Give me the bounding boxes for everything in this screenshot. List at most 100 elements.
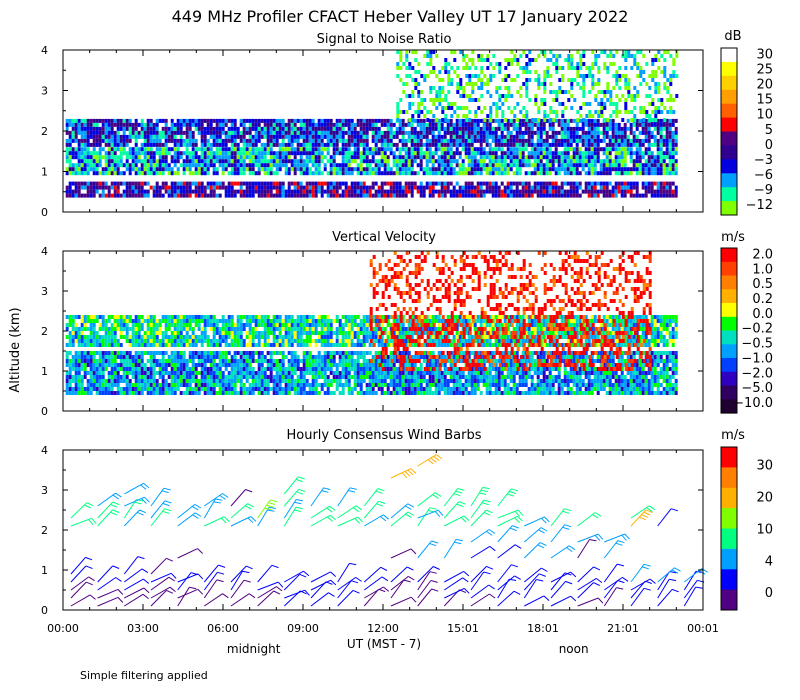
heat-cell [584,171,588,176]
heat-cell [110,155,114,160]
heat-cell [347,159,351,164]
heat-cell [311,159,315,164]
heat-cell [362,130,366,135]
heat-cell [122,171,126,176]
heat-cell [332,122,336,127]
heat-cell [149,118,153,123]
heat-cell [498,106,502,110]
heat-cell [221,138,225,143]
heat-cell [431,181,435,186]
heat-cell [104,193,108,198]
heat-cell [377,138,381,143]
heat-cell [647,138,651,143]
heat-cell [557,167,561,172]
heat-cell [80,367,84,371]
heat-cell [218,122,222,127]
heat-cell [83,122,87,127]
heat-cell [605,163,609,168]
heat-cell [491,167,495,172]
heat-cell [194,122,198,127]
heat-cell [419,126,423,131]
heat-cell [435,106,439,110]
heat-cell [624,74,628,78]
heat-cell [260,351,264,355]
heat-cell [428,181,432,186]
heat-cell [488,147,492,152]
heat-cell [575,155,579,160]
heat-cell [203,167,207,172]
heat-cell [495,114,499,118]
heat-cell [657,82,661,86]
heat-cell [527,185,531,190]
heat-cell [338,181,342,186]
heat-cell [368,383,372,387]
heat-cell [281,151,285,156]
heat-cell [77,375,81,379]
heat-cell [191,155,195,160]
heat-cell [107,118,111,123]
heat-cell [452,193,456,198]
heat-cell [212,383,216,387]
heat-cell [498,94,502,98]
heat-cell [639,74,643,78]
heat-cell [89,159,93,164]
heat-cell [591,114,595,118]
heat-cell [266,193,270,198]
heat-cell [107,138,111,143]
heat-cell [296,147,300,152]
heat-cell [503,122,507,127]
heat-cell [245,367,249,371]
heat-cell [311,185,315,190]
heat-cell [182,189,186,194]
heat-cell [641,138,645,143]
heat-cell [524,155,528,160]
heat-cell [546,58,550,62]
heat-cell [569,189,573,194]
heat-cell [665,163,669,168]
heat-cell [563,193,567,198]
heat-cell [290,151,294,156]
heat-cell [536,189,540,194]
heat-cell [146,167,150,172]
heat-cell [269,138,273,143]
heat-cell [491,130,495,135]
heat-cell [101,126,105,131]
heat-cell [434,167,438,172]
heat-cell [320,159,324,164]
heat-cell [413,126,417,131]
heat-cell [347,122,351,127]
heat-cell [371,138,375,143]
heat-cell [89,181,93,186]
heat-cell [536,159,540,164]
heat-cell [155,138,159,143]
heat-cell [170,387,174,391]
heat-cell [507,58,511,62]
heat-cell [251,359,255,363]
heat-cell [77,163,81,168]
heat-cell [473,189,477,194]
heat-cell [140,163,144,168]
heat-cell [356,155,360,160]
heat-cell [398,181,402,186]
heat-cell [215,379,219,383]
heat-cell [587,151,591,156]
heat-cell [417,110,421,114]
heat-cell [80,130,84,135]
heat-cell [536,122,540,127]
heat-cell [359,193,363,198]
heat-cell [587,171,591,176]
heat-cell [185,359,189,363]
heat-cell [278,159,282,164]
heat-cell [344,181,348,186]
heat-cell [83,163,87,168]
heat-cell [140,379,144,383]
heat-cell [432,70,436,74]
heat-cell [110,159,114,164]
heat-cell [329,371,333,375]
heat-cell [317,375,321,379]
heat-cell [515,155,519,160]
heat-cell [80,355,84,359]
heat-cell [444,58,448,62]
heat-cell [359,138,363,143]
heat-cell [446,167,450,172]
